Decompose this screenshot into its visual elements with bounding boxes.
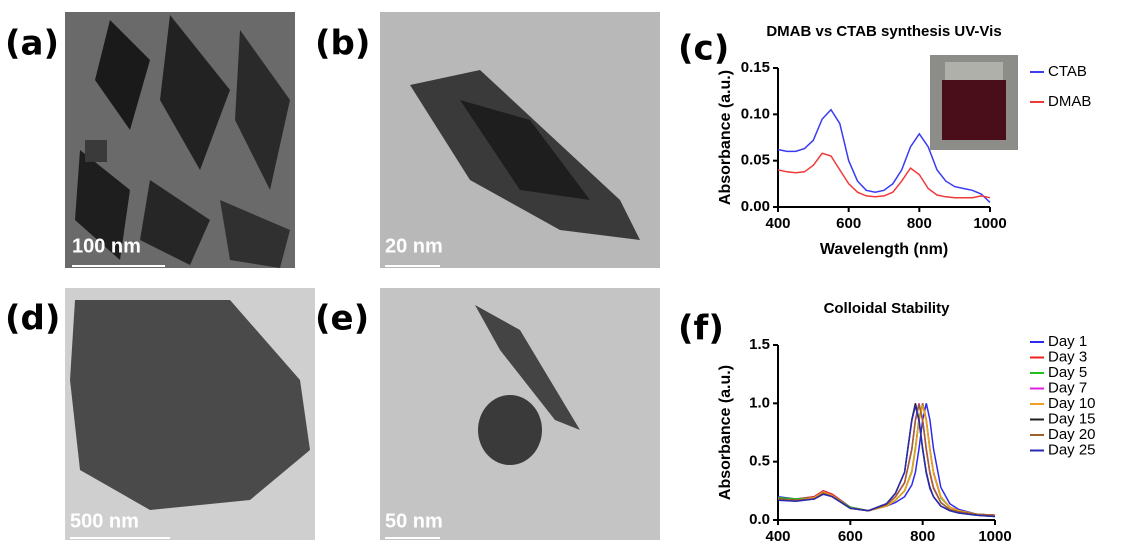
panel-label: (b) [315, 24, 370, 64]
y-tick-label: 0.00 [741, 198, 770, 215]
legend-label: DMAB [1048, 93, 1091, 110]
legend-label: Day 25 [1048, 441, 1096, 458]
y-axis-label: Absorbance (a.u.) [717, 365, 734, 500]
scale-bar-label: 20 nm [385, 235, 443, 257]
legend-label: Day 1 [1048, 333, 1087, 350]
legend-label: CTAB [1048, 63, 1087, 80]
scale-bar-label: 50 nm [385, 510, 443, 532]
panel-label: (c) [678, 29, 729, 69]
y-tick-label: 1.5 [749, 336, 770, 353]
scale-bar-label: 100 nm [72, 235, 141, 257]
y-tick-label: 1.0 [749, 394, 770, 411]
y-tick-label: 0.10 [741, 105, 770, 122]
chart-title: DMAB vs CTAB synthesis UV-Vis [766, 23, 1001, 40]
x-tick-label: 1000 [978, 528, 1011, 545]
tem-image-d [65, 288, 315, 540]
inset-photo [930, 55, 1018, 150]
x-axis-label: Wavelength (nm) [820, 241, 948, 258]
legend-label: Day 20 [1048, 426, 1096, 443]
chart-title: Colloidal Stability [824, 300, 951, 317]
series-line [778, 405, 995, 516]
series-line [778, 406, 995, 517]
x-tick-label: 800 [907, 215, 932, 232]
panel-label: (a) [5, 24, 59, 64]
figure: (a) (b) (c) (d) (e) (f) 100 nm 20 nm 500… [0, 0, 1121, 552]
y-axis-label: Absorbance (a.u.) [717, 70, 734, 205]
panel-label: (e) [315, 299, 369, 339]
legend-label: Day 5 [1048, 364, 1087, 381]
legend-label: Day 15 [1048, 410, 1096, 427]
scale-bar-label: 500 nm [70, 510, 139, 532]
y-tick-label: 0.05 [741, 152, 770, 169]
x-tick-label: 400 [765, 528, 790, 545]
legend-label: Day 7 [1048, 379, 1087, 396]
y-tick-label: 0.0 [749, 511, 770, 528]
y-tick-label: 0.5 [749, 453, 770, 470]
legend-label: Day 3 [1048, 348, 1087, 365]
x-tick-label: 400 [765, 215, 790, 232]
panel-label: (d) [5, 299, 60, 339]
y-tick-label: 0.15 [741, 59, 770, 76]
tem-image-a [65, 12, 295, 268]
tem-image-b [380, 12, 660, 268]
x-tick-label: 600 [838, 528, 863, 545]
legend-label: Day 10 [1048, 395, 1096, 412]
x-tick-label: 1000 [973, 215, 1006, 232]
x-tick-label: 600 [836, 215, 861, 232]
panel-label: (f) [678, 309, 724, 349]
x-tick-label: 800 [910, 528, 935, 545]
tem-image-e [380, 288, 660, 540]
